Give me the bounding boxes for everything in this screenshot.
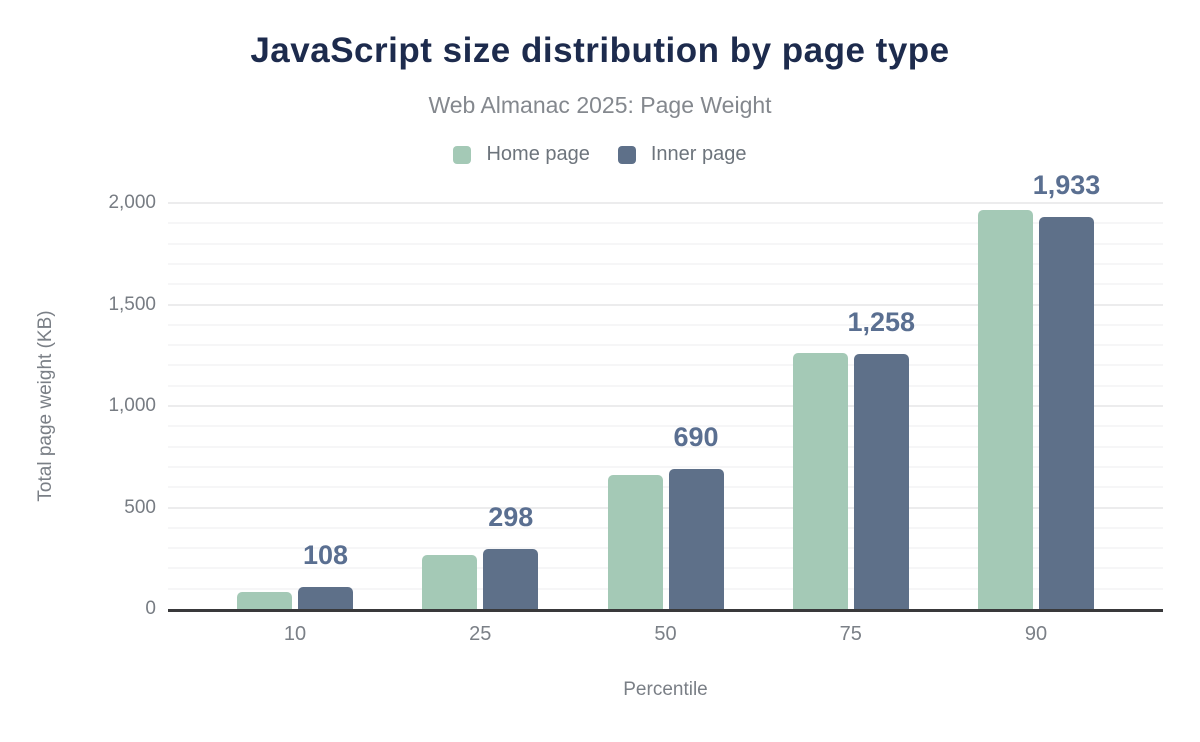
y-tick-label: 0 xyxy=(145,598,156,619)
legend: Home page Inner page xyxy=(0,143,1200,166)
chart-title: JavaScript size distribution by page typ… xyxy=(250,31,950,70)
data-label: 1,258 xyxy=(847,306,916,337)
gridline-minor xyxy=(168,222,1163,225)
gridline-minor xyxy=(168,465,1163,468)
gridline-minor xyxy=(168,587,1163,590)
home-page-swatch-icon xyxy=(453,145,472,164)
gridline-minor xyxy=(168,344,1163,347)
legend-label: Inner page xyxy=(650,143,747,165)
gridline-minor xyxy=(168,364,1163,367)
y-tick-label: 1,500 xyxy=(108,293,156,315)
plot-area: Percentile 0 500 1,000 1,500 2,000 108 10 298 25… xyxy=(108,170,1163,700)
bar-home-page xyxy=(237,591,292,609)
gridline-major xyxy=(168,506,1163,509)
bar-inner-page xyxy=(483,548,539,609)
bar-home-page xyxy=(978,210,1033,609)
data-label: 690 xyxy=(673,421,719,452)
legend-item-home-page: Home page xyxy=(453,143,590,166)
gridline-major xyxy=(168,202,1163,204)
gridline-major xyxy=(168,405,1163,407)
bar-inner-page xyxy=(1039,216,1094,609)
chart-subtitle: Web Almanac 2025: Page Weight xyxy=(428,92,772,118)
x-tick-label: 25 xyxy=(469,623,492,645)
gridline-minor xyxy=(168,567,1163,570)
inner-page-swatch-icon xyxy=(617,145,636,164)
legend-label: Home page xyxy=(486,143,590,165)
bar-home-page xyxy=(607,475,663,609)
legend-item-inner-page: Inner page xyxy=(617,143,747,166)
gridline-minor xyxy=(168,283,1163,286)
gridline-minor xyxy=(168,242,1163,245)
x-tick-label: 75 xyxy=(839,623,862,645)
gridline-minor xyxy=(168,323,1163,326)
x-tick-label: 10 xyxy=(283,623,307,645)
gridline-minor xyxy=(168,384,1163,387)
data-label: 298 xyxy=(488,501,534,532)
bar-inner-page xyxy=(853,353,909,609)
bar-inner-page xyxy=(298,587,353,609)
y-tick-label: 500 xyxy=(124,496,156,518)
bar-inner-page xyxy=(668,468,724,609)
gridline-minor xyxy=(168,425,1163,428)
gridline-minor xyxy=(168,445,1163,448)
gridline-minor xyxy=(168,262,1163,265)
y-tick-label: 2,000 xyxy=(108,192,156,213)
x-tick-label: 50 xyxy=(654,623,677,645)
bar-home-page xyxy=(792,353,848,609)
gridline-major xyxy=(168,303,1163,306)
x-axis-title: Percentile xyxy=(623,679,708,700)
bar-home-page xyxy=(422,555,478,609)
data-label: 1,933 xyxy=(1032,169,1101,200)
x-tick-label: 90 xyxy=(1024,623,1048,645)
y-tick-label: 1,000 xyxy=(108,395,156,416)
gridline-minor xyxy=(168,486,1163,489)
gridline-minor xyxy=(168,526,1163,529)
y-axis-title: Total page weight (KB) xyxy=(35,310,56,502)
data-label: 108 xyxy=(302,540,349,571)
gridline-minor xyxy=(168,547,1163,550)
